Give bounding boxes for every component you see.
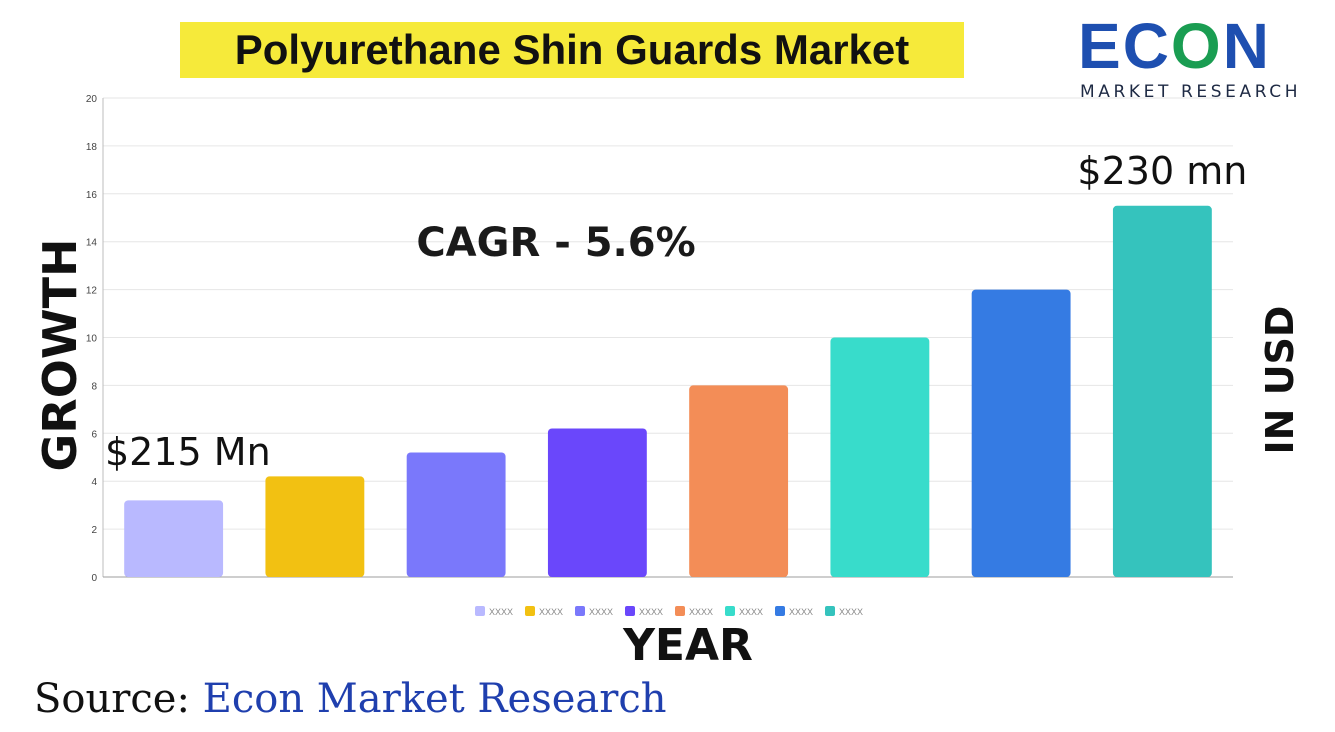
legend-label-7: XXXX xyxy=(789,607,813,617)
logo-word-a: EC xyxy=(1078,10,1171,82)
title-highlight: Polyurethane Shin Guards Market xyxy=(180,22,964,78)
bar-1 xyxy=(124,500,224,577)
legend-label-4: XXXX xyxy=(639,607,663,617)
legend-swatch-6 xyxy=(725,606,735,616)
y-tick-label: 16 xyxy=(86,190,98,201)
y-tick-label: 20 xyxy=(86,94,98,105)
bar-6 xyxy=(830,337,930,577)
y-tick-label: 2 xyxy=(91,525,97,536)
source-line: Source: Econ Market Research xyxy=(34,676,667,722)
legend-swatch-4 xyxy=(625,606,635,616)
cagr-label: CAGR - 5.6% xyxy=(416,220,695,266)
y-tick-label: 12 xyxy=(86,286,98,297)
y-tick-label: 14 xyxy=(86,238,98,249)
legend-swatch-7 xyxy=(775,606,785,616)
x-axis-title: YEAR xyxy=(623,620,753,671)
legend-swatch-5 xyxy=(675,606,685,616)
start-value-label: $215 Mn xyxy=(105,430,271,474)
y-tick-label: 10 xyxy=(86,334,98,345)
legend-swatch-8 xyxy=(825,606,835,616)
logo-word-c: N xyxy=(1222,10,1271,82)
econ-logo: ECON MARKET RESEARCH xyxy=(1078,12,1323,104)
bar-3 xyxy=(406,452,506,577)
y-tick-label: 0 xyxy=(91,573,97,584)
y-tick-label: 18 xyxy=(86,142,98,153)
legend-label-3: XXXX xyxy=(589,607,613,617)
legend-label-2: XXXX xyxy=(539,607,563,617)
bar-4 xyxy=(547,428,647,577)
legend-swatch-3 xyxy=(575,606,585,616)
bar-5 xyxy=(689,385,789,577)
bar-2 xyxy=(265,476,365,577)
bar-8 xyxy=(1112,205,1212,577)
end-value-label: $230 mn xyxy=(1077,149,1247,193)
legend-label-8: XXXX xyxy=(839,607,863,617)
logo-wordmark: ECON xyxy=(1078,12,1271,80)
y-tick-label: 8 xyxy=(91,381,97,392)
logo-word-b: O xyxy=(1170,10,1223,82)
legend-label-5: XXXX xyxy=(689,607,713,617)
y-tick-label: 6 xyxy=(91,429,97,440)
legend-swatch-1 xyxy=(475,606,485,616)
y-tick-label: 4 xyxy=(91,477,97,488)
bar-7 xyxy=(971,289,1071,577)
legend-swatch-2 xyxy=(525,606,535,616)
legend-label-6: XXXX xyxy=(739,607,763,617)
logo-subtitle: MARKET RESEARCH xyxy=(1080,82,1302,102)
source-prefix: Source: xyxy=(34,676,190,722)
legend-label-1: XXXX xyxy=(489,607,513,617)
source-name: Econ Market Research xyxy=(202,676,667,722)
chart-title: Polyurethane Shin Guards Market xyxy=(234,26,910,73)
